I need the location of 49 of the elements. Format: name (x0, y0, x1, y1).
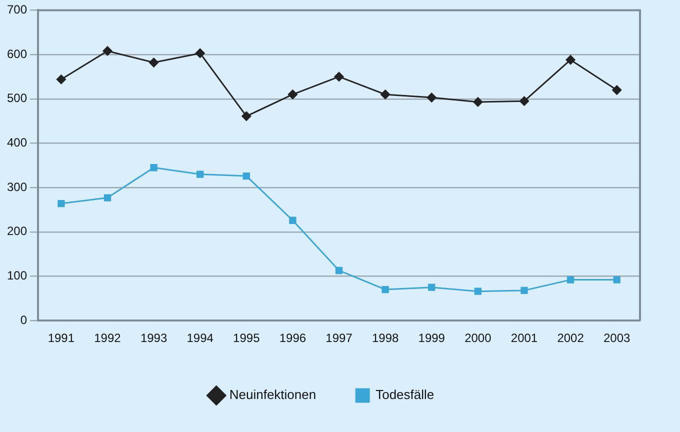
point (519, 96, 529, 106)
point (149, 58, 159, 68)
y-tick-label: 500 (6, 91, 28, 106)
y-tick-label: 400 (6, 136, 28, 150)
point (335, 266, 343, 274)
x-tick-label: 1999 (418, 331, 446, 346)
point (288, 90, 298, 100)
point (104, 194, 112, 202)
point (566, 55, 576, 65)
x-tick-label: 2001 (510, 331, 538, 346)
y-tick-label: 0 (20, 312, 28, 327)
point (380, 90, 390, 100)
point (242, 111, 252, 121)
point (474, 288, 482, 295)
x-tick-label: 1998 (372, 331, 399, 346)
point (426, 92, 436, 102)
x-tick-label: 1993 (140, 331, 168, 346)
legend-label: Todesfälle (376, 387, 434, 402)
point (289, 216, 296, 224)
x-tick-label: 1992 (94, 331, 122, 346)
x-tick-label: 1995 (233, 331, 260, 346)
y-tick-label: 600 (6, 46, 28, 61)
x-tick-label: 1994 (186, 331, 214, 346)
point (334, 72, 344, 82)
point (473, 97, 483, 107)
y-tick-label: 700 (6, 2, 28, 17)
x-tick-label: 2000 (464, 331, 492, 346)
point (613, 276, 620, 284)
y-tick-label: 200 (6, 224, 28, 238)
x-tick-label: 2002 (557, 331, 584, 346)
y-tick-label: 100 (6, 268, 28, 283)
point (102, 46, 112, 56)
point (242, 172, 250, 180)
x-tick-label: 1991 (48, 331, 75, 346)
x-tick-label: 2003 (603, 331, 631, 346)
point (520, 286, 528, 294)
point (428, 284, 436, 291)
point (150, 164, 158, 172)
point (566, 276, 574, 284)
point (382, 286, 389, 294)
x-tick-label: 1997 (326, 331, 353, 346)
legend-label: Neuinfektionen (229, 387, 316, 402)
point (58, 200, 65, 208)
point (56, 74, 66, 84)
point (196, 170, 204, 178)
x-tick-label: 1996 (279, 331, 306, 346)
y-tick-label: 300 (6, 180, 28, 194)
point (612, 85, 622, 95)
point (195, 48, 205, 58)
